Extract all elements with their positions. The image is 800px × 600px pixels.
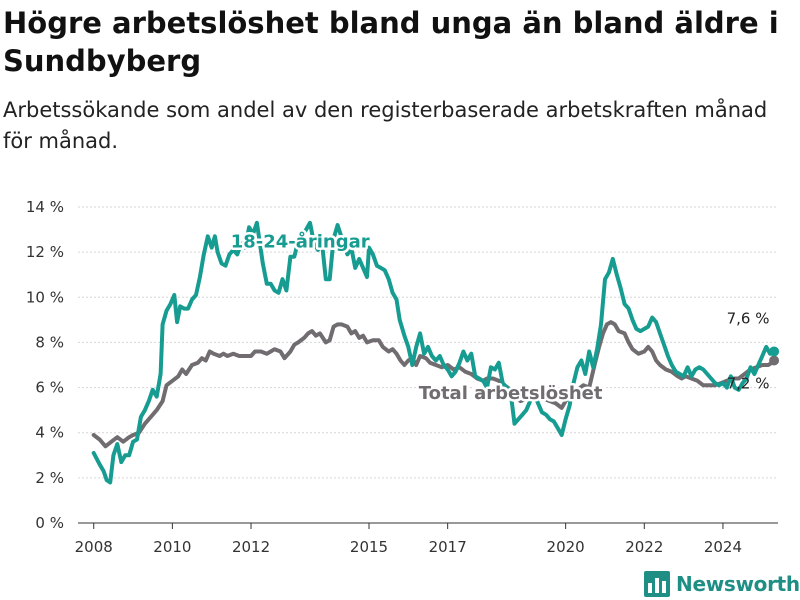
y-tick-label: 10 %	[26, 288, 64, 306]
chart-series	[91, 220, 780, 485]
y-tick-label: 4 %	[35, 424, 64, 442]
x-tick-label: 2022	[625, 538, 663, 556]
x-tick-label: 2015	[350, 538, 388, 556]
x-tick-label: 2012	[232, 538, 270, 556]
series-line-total	[91, 320, 777, 449]
y-tick-label: 2 %	[35, 469, 64, 487]
y-tick-label: 0 %	[35, 514, 64, 532]
y-tick-label: 6 %	[35, 379, 64, 397]
newsworthy-logo-icon	[644, 571, 670, 597]
chart-subtitle: Arbetssökande som andel av den registerb…	[3, 98, 768, 153]
y-tick-label: 8 %	[35, 333, 64, 351]
chart-title: Högre arbetslöshet bland unga än bland ä…	[3, 6, 779, 78]
series-label-total: Total arbetslöshet	[419, 383, 603, 404]
series-label-young-halo: 18-24-åringar	[231, 231, 370, 253]
series-label-young: 18-24-åringar	[231, 231, 370, 253]
x-tick-label: 2020	[547, 538, 585, 556]
brand-name: Newsworthy	[676, 572, 800, 596]
y-tick-label: 14 %	[26, 198, 64, 216]
brand-logo[interactable]: Newsworthy	[644, 569, 800, 599]
chart-labels: 7,2 %7,6 %18-24-åringar18-24-åringarTota…	[228, 228, 770, 406]
end-value-label-total: 7,2 %	[727, 374, 770, 392]
x-tick-label: 2017	[429, 538, 467, 556]
end-point-young	[769, 346, 780, 357]
end-value-label-young: 7,6 %	[727, 309, 770, 327]
x-tick-label: 2008	[75, 538, 113, 556]
y-axis: 0 % 2 % 4 % 6 % 8 % 10 % 12 % 14 %	[26, 198, 64, 532]
x-axis: 2008 2010 2012 2015 2017 2020 2022 2024	[75, 522, 778, 556]
x-tick-label: 2010	[153, 538, 191, 556]
x-tick-label: 2024	[704, 538, 742, 556]
end-point-total	[769, 355, 780, 366]
y-tick-label: 12 %	[26, 243, 64, 261]
series-label-total-halo: Total arbetslöshet	[419, 383, 603, 404]
series-line-young	[91, 220, 777, 485]
